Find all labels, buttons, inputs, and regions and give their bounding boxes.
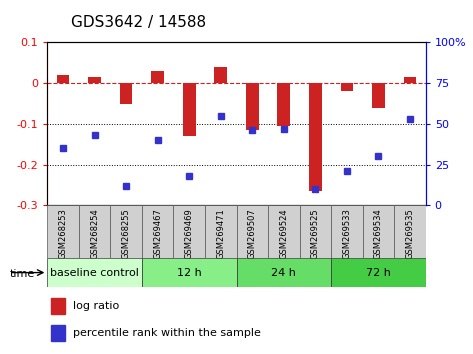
Bar <box>57 75 70 83</box>
Bar <box>79 205 110 258</box>
Text: GSM269471: GSM269471 <box>216 209 225 259</box>
Bar <box>214 67 227 83</box>
Bar <box>110 205 142 258</box>
Bar <box>47 205 79 258</box>
Bar <box>183 83 195 136</box>
Bar <box>142 258 236 287</box>
Text: 12 h: 12 h <box>177 268 201 278</box>
Text: log ratio: log ratio <box>73 301 120 311</box>
Text: percentile rank within the sample: percentile rank within the sample <box>73 328 261 338</box>
Bar <box>88 77 101 83</box>
Bar <box>236 258 331 287</box>
Bar <box>51 297 65 314</box>
Bar <box>47 258 142 287</box>
Bar <box>205 205 236 258</box>
Text: 72 h: 72 h <box>366 268 391 278</box>
Bar <box>51 325 65 341</box>
Bar <box>331 205 363 258</box>
Text: GSM269525: GSM269525 <box>311 209 320 259</box>
Text: GSM269507: GSM269507 <box>248 209 257 259</box>
Bar <box>309 83 322 191</box>
Bar <box>299 205 331 258</box>
Bar <box>341 83 353 91</box>
Bar <box>151 71 164 83</box>
Text: baseline control: baseline control <box>50 268 139 278</box>
Bar <box>403 77 416 83</box>
Bar <box>363 205 394 258</box>
Bar <box>246 83 259 130</box>
Bar <box>174 205 205 258</box>
Text: GSM269535: GSM269535 <box>405 209 414 259</box>
Bar <box>394 205 426 258</box>
Text: GSM268255: GSM268255 <box>122 209 131 259</box>
Bar <box>142 205 174 258</box>
Bar <box>268 205 299 258</box>
Text: 24 h: 24 h <box>272 268 296 278</box>
Text: GSM269524: GSM269524 <box>279 209 289 259</box>
Text: GSM268253: GSM268253 <box>59 209 68 259</box>
Text: time: time <box>9 269 35 279</box>
Bar <box>331 258 426 287</box>
Text: GSM269533: GSM269533 <box>342 209 351 259</box>
Bar <box>372 83 385 108</box>
Text: GDS3642 / 14588: GDS3642 / 14588 <box>71 15 206 30</box>
Bar <box>120 83 132 103</box>
Bar <box>236 205 268 258</box>
Text: GSM269467: GSM269467 <box>153 209 162 259</box>
Bar <box>278 83 290 126</box>
Text: GSM269469: GSM269469 <box>184 209 194 259</box>
Text: GSM268254: GSM268254 <box>90 209 99 259</box>
Text: GSM269534: GSM269534 <box>374 209 383 259</box>
